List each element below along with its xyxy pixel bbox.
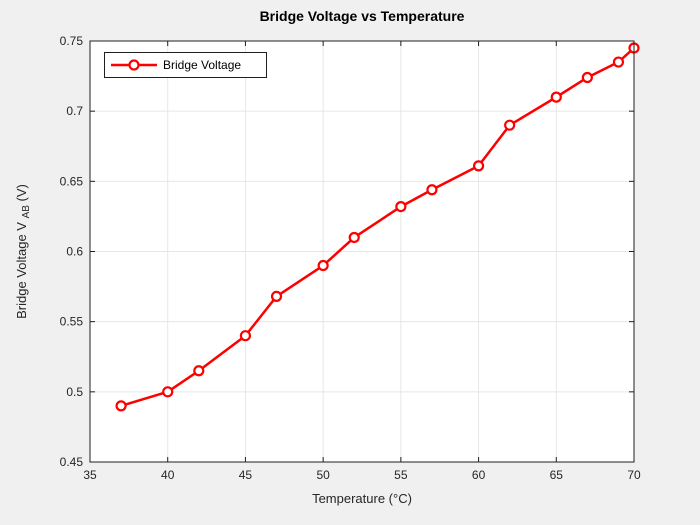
grid bbox=[90, 41, 634, 462]
data-point-marker bbox=[115, 400, 127, 412]
data-point-marker bbox=[317, 259, 329, 272]
data-point-marker bbox=[270, 290, 283, 303]
x-tick-label: 55 bbox=[394, 468, 408, 482]
y-axis-label-prefix: Bridge Voltage V bbox=[14, 222, 29, 319]
data-point-marker bbox=[395, 200, 407, 213]
axes-box bbox=[89, 40, 635, 463]
data-point-marker bbox=[162, 386, 174, 398]
data-point-marker bbox=[348, 231, 360, 244]
x-axis-label: Temperature (°C) bbox=[312, 491, 412, 506]
tick-labels: 35 40 45 50 55 60 65 70 0.45 0.5 0.55 0.6 0.65 0.7 0.7… bbox=[60, 34, 641, 482]
data-point-marker bbox=[426, 184, 438, 196]
legend-marker-sample bbox=[128, 59, 140, 71]
y-tick-label: 0.75 bbox=[60, 34, 84, 48]
y-tick-label: 0.6 bbox=[66, 245, 83, 259]
y-tick-label: 0.55 bbox=[60, 315, 84, 329]
x-tick-label: 45 bbox=[239, 468, 253, 482]
chart-title: Bridge Voltage vs Temperature bbox=[260, 8, 465, 24]
y-axis-label: Bridge Voltage V AB (V) bbox=[14, 184, 32, 319]
data-point-marker bbox=[581, 71, 593, 84]
legend-label: Bridge Voltage bbox=[163, 58, 241, 72]
x-tick-label: 40 bbox=[161, 468, 175, 482]
x-tick-label: 60 bbox=[472, 468, 486, 482]
data-point-marker bbox=[193, 365, 205, 377]
data-point-marker bbox=[612, 56, 625, 68]
x-tick-label: 35 bbox=[83, 468, 97, 482]
y-axis-label-suffix: (V) bbox=[14, 184, 29, 201]
data-series bbox=[115, 42, 640, 412]
data-point-marker bbox=[239, 330, 252, 342]
x-tick-label: 70 bbox=[627, 468, 641, 482]
data-point-marker bbox=[550, 91, 562, 103]
y-tick-label: 0.5 bbox=[66, 385, 83, 399]
y-tick-label: 0.65 bbox=[60, 174, 84, 188]
data-point-marker bbox=[504, 119, 516, 131]
x-tick-label: 50 bbox=[316, 468, 330, 482]
y-axis-label-subscript: AB bbox=[21, 205, 32, 219]
y-tick-label: 0.7 bbox=[66, 104, 83, 118]
legend[interactable]: Bridge Voltage bbox=[104, 52, 267, 78]
x-tick-label: 65 bbox=[550, 468, 564, 482]
y-tick-label: 0.45 bbox=[60, 455, 84, 469]
data-point-marker bbox=[472, 160, 485, 172]
